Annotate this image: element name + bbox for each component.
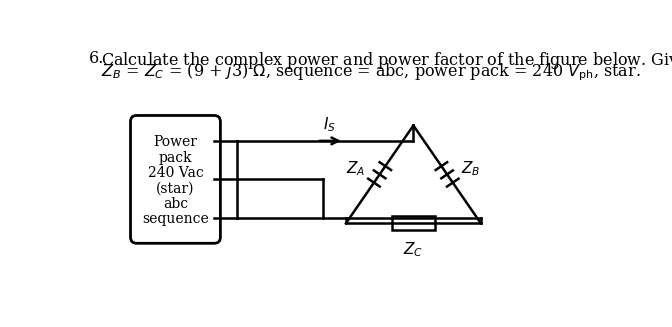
Text: $Z_B$: $Z_B$ xyxy=(461,159,480,178)
Text: $Z_B$ = $Z_C$ = (9 + $j$3) $\Omega$, sequence = abc, power pack = 240 $V_{\mathr: $Z_B$ = $Z_C$ = (9 + $j$3) $\Omega$, seq… xyxy=(101,61,641,83)
Text: $Z_C$: $Z_C$ xyxy=(403,240,423,259)
Text: pack: pack xyxy=(159,151,192,165)
Text: (star): (star) xyxy=(156,182,195,196)
FancyBboxPatch shape xyxy=(130,115,220,243)
Bar xyxy=(392,216,435,230)
Text: 6.: 6. xyxy=(89,50,104,67)
Text: $Z_A$: $Z_A$ xyxy=(346,159,366,178)
Text: 240 Vac: 240 Vac xyxy=(148,166,204,180)
Text: abc: abc xyxy=(163,197,188,211)
Text: sequence: sequence xyxy=(142,213,209,227)
Text: Calculate the complex power and power factor of the figure below. Given: $Z_A$ =: Calculate the complex power and power fa… xyxy=(101,50,672,71)
Text: Power: Power xyxy=(153,135,198,149)
Text: $I_S$: $I_S$ xyxy=(323,115,336,134)
